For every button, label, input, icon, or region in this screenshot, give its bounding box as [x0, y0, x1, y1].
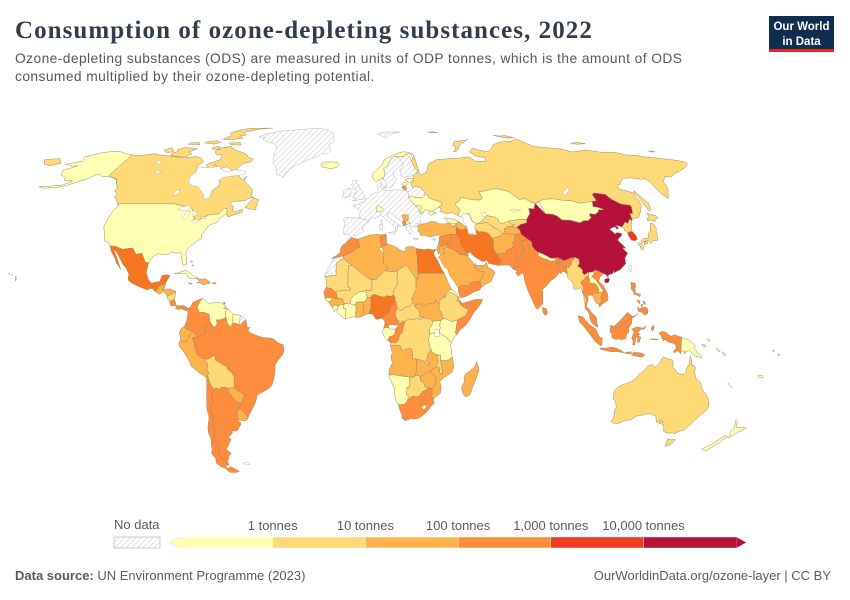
svg-text:1,000 tonnes: 1,000 tonnes — [513, 518, 589, 533]
svg-text:100 tonnes: 100 tonnes — [426, 518, 491, 533]
svg-text:10,000 tonnes: 10,000 tonnes — [602, 518, 685, 533]
svg-text:10 tonnes: 10 tonnes — [337, 518, 395, 533]
svg-text:1 tonnes: 1 tonnes — [248, 518, 298, 533]
svg-text:No data: No data — [114, 517, 160, 532]
